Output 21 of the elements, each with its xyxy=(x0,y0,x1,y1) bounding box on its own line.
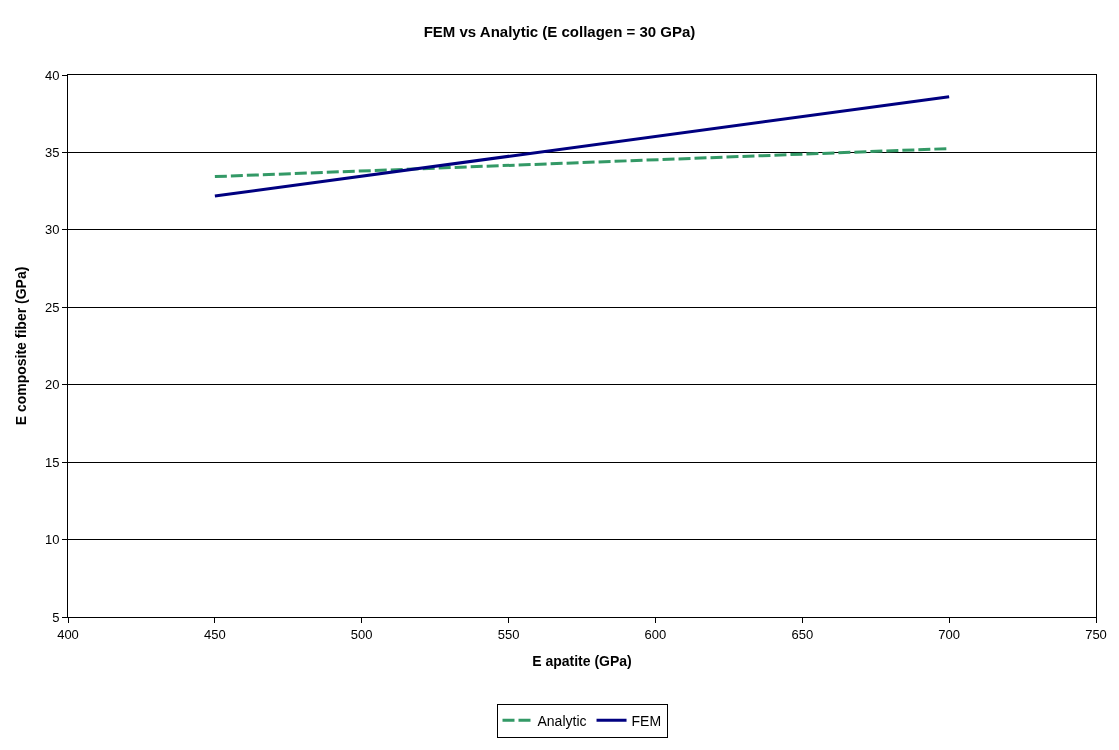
chart-title: FEM vs Analytic (E collagen = 30 GPa) xyxy=(423,22,696,40)
x-tick-label: 500 xyxy=(350,626,373,642)
y-tick-label: 30 xyxy=(44,222,60,238)
y-tick-label: 10 xyxy=(44,532,60,548)
x-tick-label: 700 xyxy=(938,626,960,642)
x-tick-label: 750 xyxy=(1085,626,1107,642)
y-tick-label: 25 xyxy=(44,299,60,315)
x-tick-label: 650 xyxy=(791,626,814,642)
x-axis-title: E apatite (GPa) xyxy=(532,652,632,669)
x-tick-label: 600 xyxy=(644,626,667,642)
x-tick-label: 450 xyxy=(204,626,226,642)
legend-label: Analytic xyxy=(537,712,587,729)
legend-label: FEM xyxy=(631,712,662,729)
y-tick-label: 20 xyxy=(44,377,60,393)
y-tick-label: 15 xyxy=(44,454,60,470)
y-tick-label: 5 xyxy=(52,609,60,625)
y-tick-label: 40 xyxy=(44,67,60,83)
x-tick-label: 550 xyxy=(497,626,520,642)
y-axis-title: E composite fiber (GPa) xyxy=(12,266,29,426)
x-tick-label: 400 xyxy=(57,626,79,642)
y-tick-label: 35 xyxy=(44,144,60,160)
